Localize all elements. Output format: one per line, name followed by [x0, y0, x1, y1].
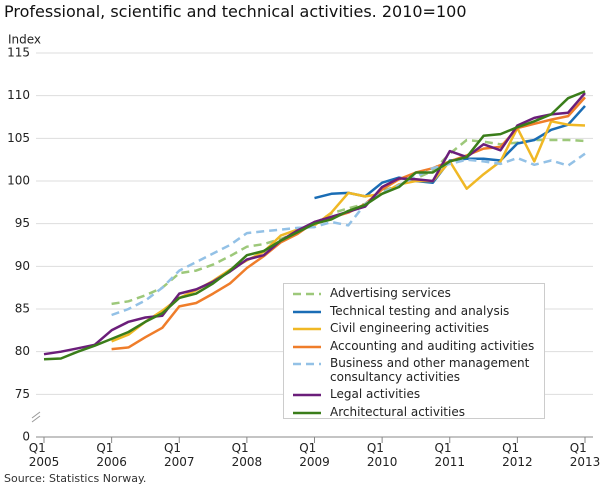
y-tick-label: 110 — [7, 88, 30, 102]
y-tick-label: 80 — [15, 344, 30, 358]
legend-item: Advertising services — [292, 286, 544, 301]
x-tick-label: Q1 2009 — [299, 441, 330, 469]
x-tick-label: Q1 2006 — [96, 441, 127, 469]
legend-item: Legal activities — [292, 387, 544, 402]
x-tick-label: Q1 2012 — [502, 441, 533, 469]
legend-swatch — [293, 393, 321, 397]
legend-item: Architectural activities — [292, 404, 544, 420]
series-line — [111, 120, 586, 343]
y-tick-label: 75 — [15, 387, 30, 401]
legend-item: Civil engineering activities — [292, 321, 544, 336]
axis-break-mark — [31, 411, 41, 419]
legend-label: Advertising services — [330, 286, 451, 300]
legend-item: Accounting and auditing activities — [292, 338, 544, 354]
legend-swatch — [293, 345, 321, 348]
chart-title: Professional, scientific and technical a… — [4, 2, 467, 21]
y-tick-label: 105 — [7, 131, 30, 145]
y-tick-label: 0 — [22, 430, 30, 444]
series-line — [111, 138, 586, 306]
x-tick-label: Q1 2005 — [28, 441, 60, 469]
y-tick-label: 100 — [7, 174, 30, 188]
axis-break-mark — [31, 415, 41, 423]
legend-label: Civil engineering activities — [330, 321, 490, 335]
legend-label: Technical testing and analysis — [330, 303, 510, 318]
legend-swatch — [293, 362, 321, 366]
source: Source: Statistics Norway. — [4, 472, 147, 485]
y-tick-label: 85 — [15, 302, 30, 316]
legend-swatch — [293, 310, 321, 313]
y-tick-label: 115 — [7, 46, 30, 60]
legend-swatch — [293, 292, 321, 296]
x-tick-label: Q1 2013 — [569, 441, 601, 469]
legend-swatch — [293, 411, 321, 414]
y-axis-label: Index — [8, 33, 41, 47]
series-line — [43, 90, 586, 361]
legend-item: Technical testing and analysis — [292, 303, 544, 319]
x-tick-label: Q1 2011 — [434, 441, 466, 469]
x-tick-label: Q1 2007 — [163, 441, 195, 469]
axis-break — [31, 411, 41, 423]
legend-label: Accounting and auditing activities — [330, 338, 535, 353]
legend-item: Business and other management consultanc… — [292, 356, 544, 384]
y-tick-label: 90 — [15, 259, 30, 273]
legend-label: Architectural activities — [330, 404, 465, 419]
legend-swatch — [293, 327, 321, 331]
x-tick-label: Q1 2010 — [366, 441, 398, 469]
legend-label: Business and other management consultanc… — [330, 356, 530, 384]
y-tick-label: 95 — [15, 216, 30, 230]
legend-label: Legal activities — [330, 387, 421, 401]
series-line — [43, 92, 586, 356]
x-tick-label: Q1 2008 — [231, 441, 263, 469]
series-line — [111, 152, 586, 317]
legend: Advertising services Technical testing an… — [283, 283, 545, 419]
